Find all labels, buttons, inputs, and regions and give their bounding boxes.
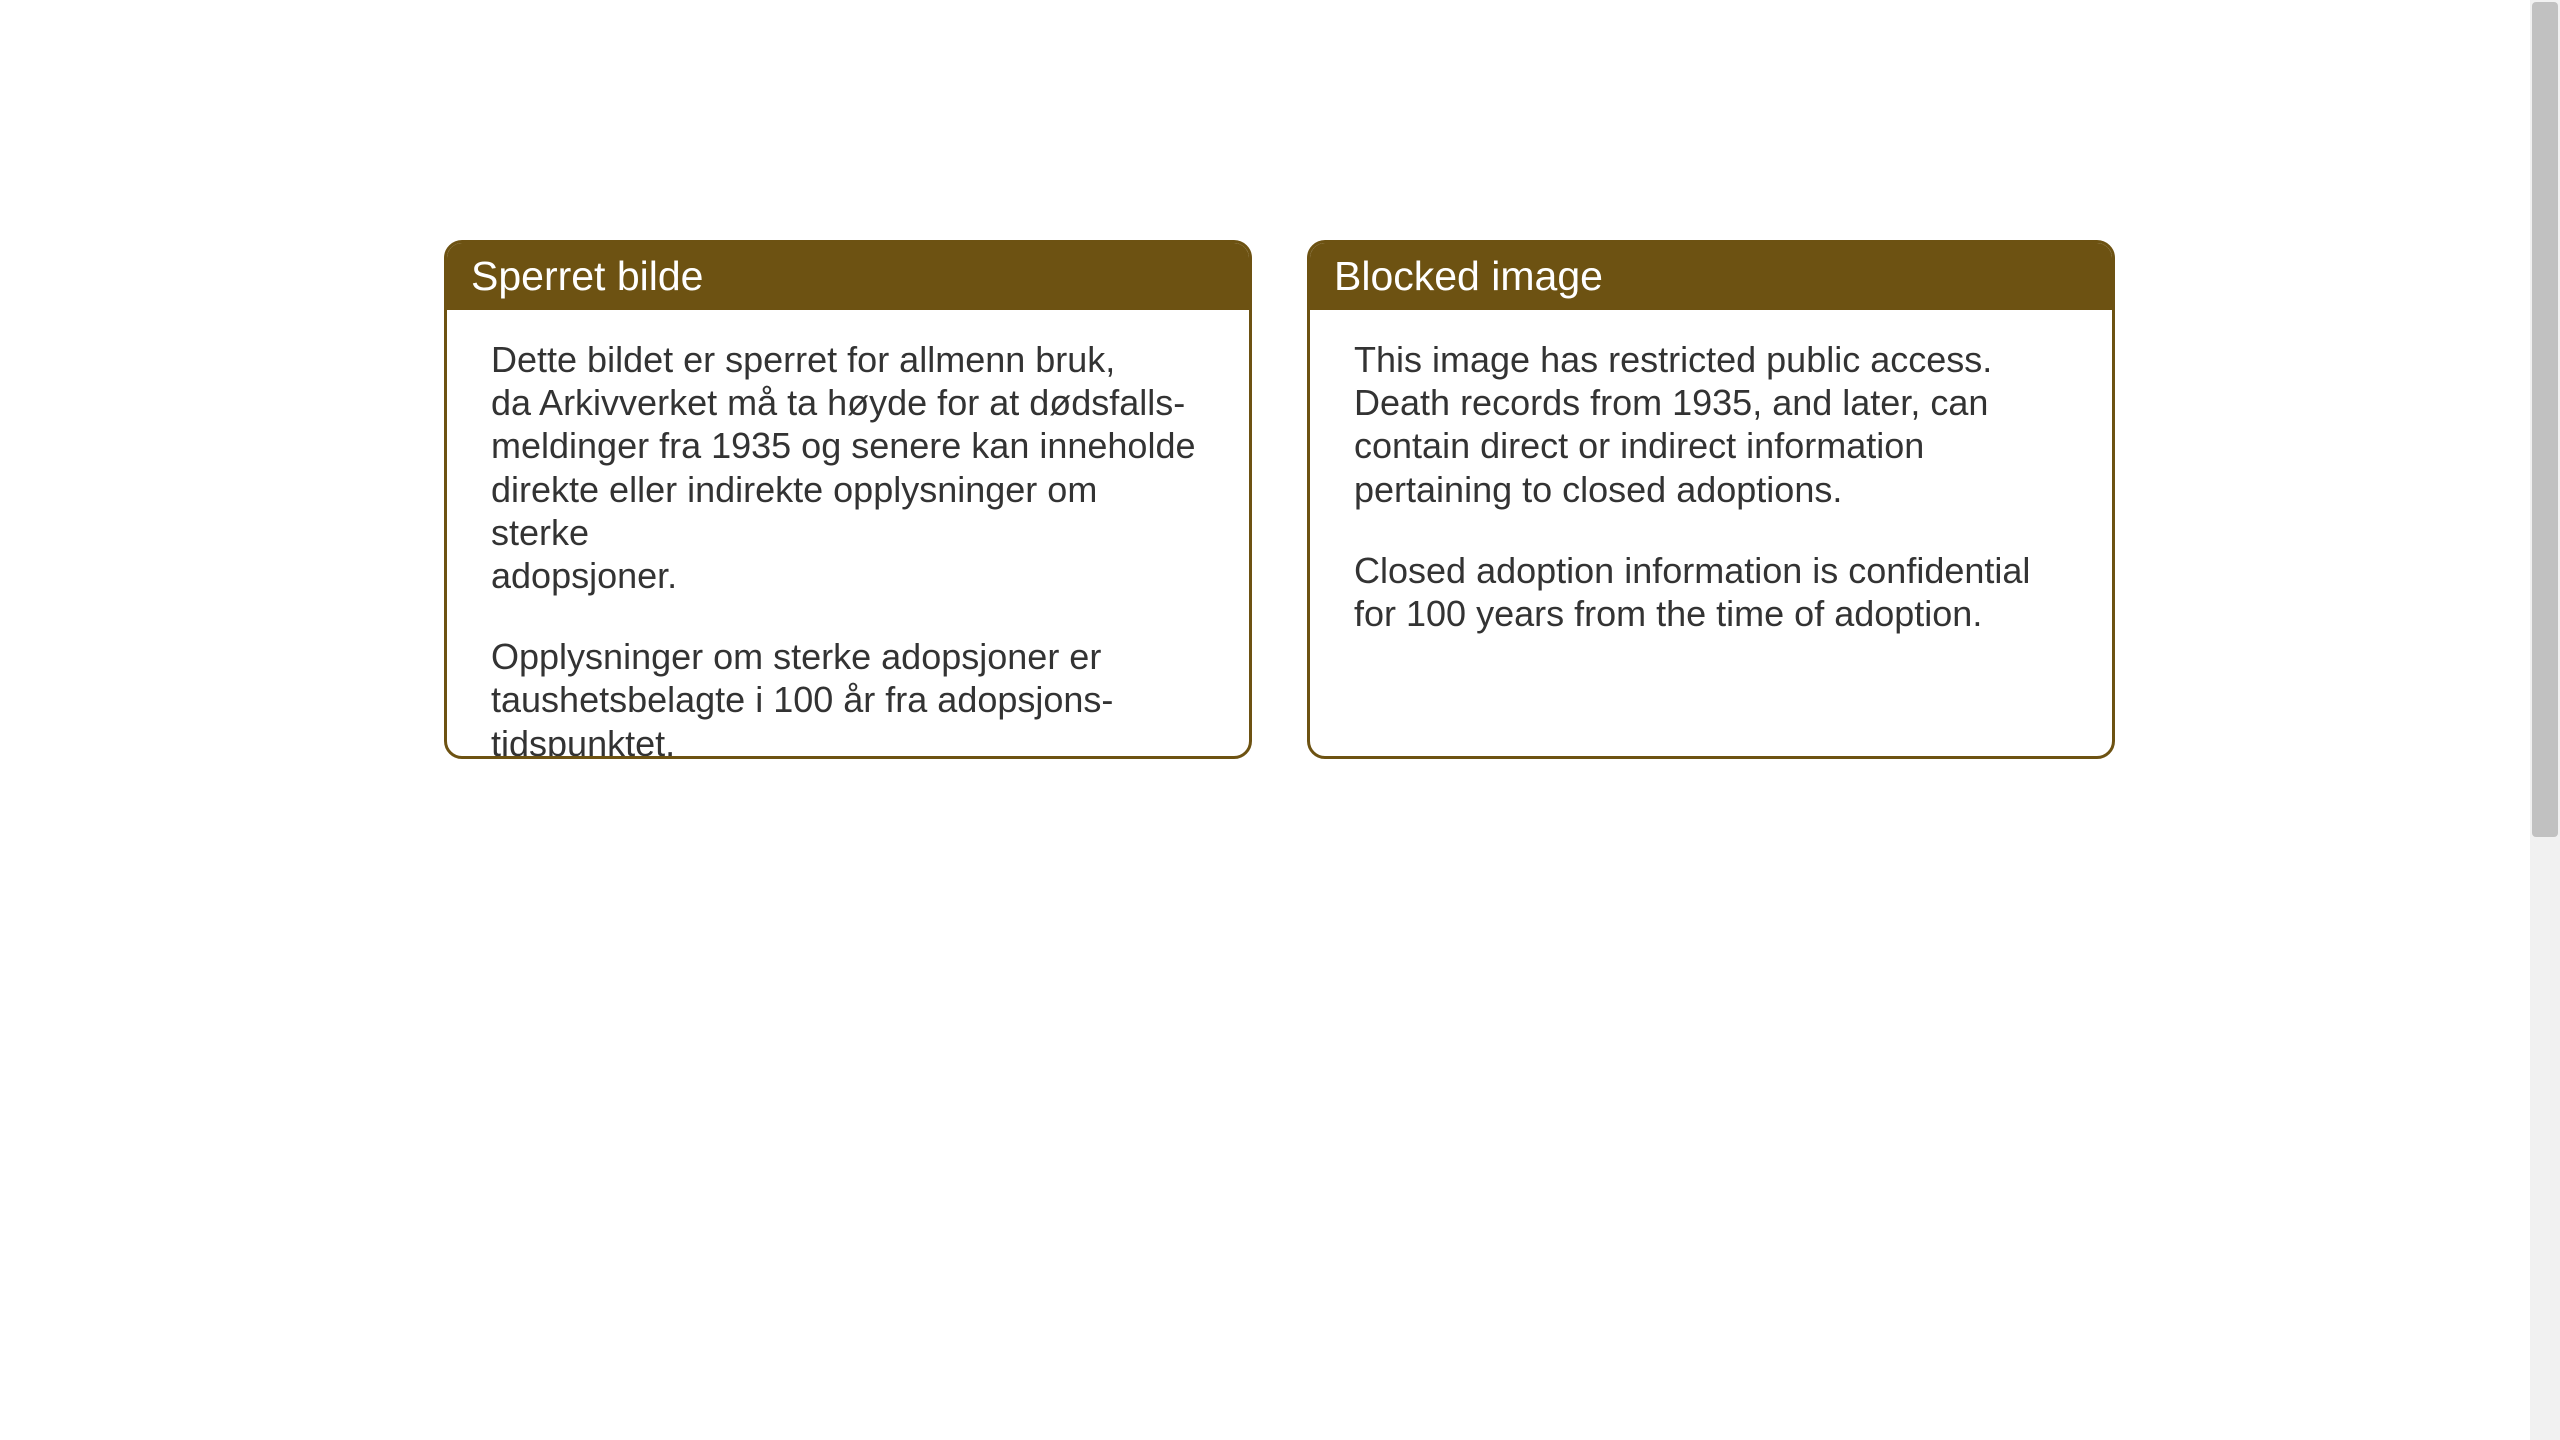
notice-cards-container: Sperret bilde Dette bildet er sperret fo… [444,240,2115,759]
english-notice-card: Blocked image This image has restricted … [1307,240,2115,759]
norwegian-paragraph-2: Opplysninger om sterke adopsjoner ertaus… [491,635,1205,759]
norwegian-card-title: Sperret bilde [447,243,1249,310]
scrollbar-thumb[interactable] [2532,2,2558,837]
english-card-body: This image has restricted public access.… [1310,310,2112,756]
norwegian-notice-card: Sperret bilde Dette bildet er sperret fo… [444,240,1252,759]
english-card-title: Blocked image [1310,243,2112,310]
english-paragraph-2: Closed adoption information is confident… [1354,549,2068,635]
scrollbar-track[interactable] [2530,0,2560,1440]
norwegian-card-body: Dette bildet er sperret for allmenn bruk… [447,310,1249,756]
english-paragraph-1: This image has restricted public access.… [1354,338,2068,511]
norwegian-paragraph-1: Dette bildet er sperret for allmenn bruk… [491,338,1205,597]
